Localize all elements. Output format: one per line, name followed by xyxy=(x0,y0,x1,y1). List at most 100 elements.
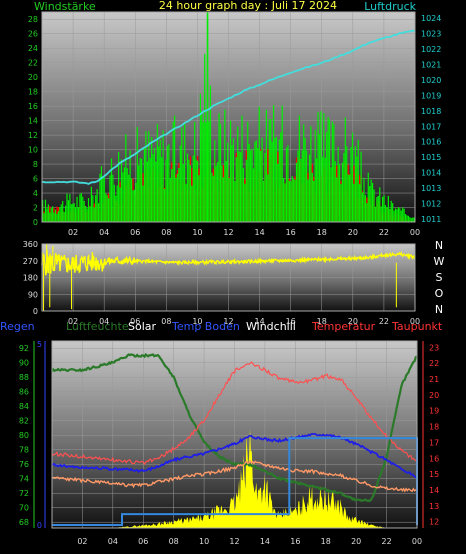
legend-windchill: Windchill xyxy=(246,320,296,333)
wind-bar xyxy=(54,209,57,222)
wind-bar xyxy=(184,122,186,222)
wind-bar xyxy=(310,126,312,222)
temperature-tick-label: 17 xyxy=(429,438,439,447)
wind-bar xyxy=(162,130,164,222)
wind-bar xyxy=(133,189,136,222)
legend-regen: Regen xyxy=(0,320,35,333)
wind-bar xyxy=(175,177,177,222)
wind-bar xyxy=(169,177,171,222)
wind-bar xyxy=(118,151,120,222)
time-tick-label: 00 xyxy=(410,317,420,326)
wind-bar xyxy=(155,161,157,222)
temperature-tick-label: 13 xyxy=(429,502,439,511)
wind-bar xyxy=(72,203,74,222)
wind-bar xyxy=(77,207,80,222)
wind-bar xyxy=(82,196,84,222)
temperature-tick-label: 16 xyxy=(429,454,439,463)
wind-bar xyxy=(327,116,329,222)
wind-bar xyxy=(389,208,391,222)
humidity-tick-label: 78 xyxy=(19,446,29,455)
wind-bar xyxy=(80,192,82,222)
wind-bar xyxy=(67,200,70,222)
wind-bar xyxy=(231,145,233,222)
wind-bar xyxy=(239,152,242,222)
wind-tick-label: 20 xyxy=(28,73,38,82)
wind-bar xyxy=(106,195,108,222)
time-tick-label: 08 xyxy=(169,537,179,546)
wind-bar xyxy=(194,121,196,222)
wind-bar xyxy=(247,121,249,222)
wind-bar xyxy=(323,113,325,222)
wind-bar xyxy=(295,162,298,222)
wind-bar xyxy=(73,203,75,222)
wind-bar xyxy=(116,185,118,222)
time-tick-label: 10 xyxy=(192,317,202,326)
wind-bar xyxy=(74,207,77,222)
wind-bar xyxy=(242,167,245,222)
wind-bar xyxy=(413,217,415,222)
wind-bar xyxy=(285,147,288,222)
humidity-tick-label: 88 xyxy=(19,373,29,382)
wind-bar xyxy=(262,180,265,222)
wind-bar xyxy=(357,139,359,222)
time-tick-label: 06 xyxy=(138,537,148,546)
wind-bar xyxy=(396,209,398,222)
wind-bar xyxy=(350,146,352,222)
compass-label: N xyxy=(435,303,443,316)
pressure-tick-label: 1019 xyxy=(421,91,441,100)
wind-bar xyxy=(218,113,220,222)
wind-bar xyxy=(56,213,58,222)
wind-bar xyxy=(311,172,313,222)
wind-bar xyxy=(367,172,369,222)
wind-bars xyxy=(42,12,415,223)
wind-bar xyxy=(288,180,290,222)
wind-bar xyxy=(232,138,235,222)
time-tick-label: 02 xyxy=(68,317,78,326)
direction-time-labels: 02 04 06 08 10 12 14 16 18 20 22 00 xyxy=(68,317,420,326)
wind-bar xyxy=(334,161,336,222)
wind-bar xyxy=(281,105,283,222)
pressure-tick-label: 1022 xyxy=(421,45,441,54)
wind-bar xyxy=(90,186,92,222)
wind-bar xyxy=(129,150,131,222)
wind-bar xyxy=(130,178,133,222)
wind-bar xyxy=(283,178,285,222)
wind-bar xyxy=(119,187,121,222)
temperature-tick-label: 19 xyxy=(429,407,439,416)
wind-bar xyxy=(214,140,216,222)
pressure-tick-label: 1020 xyxy=(421,76,441,85)
time-tick-label: 18 xyxy=(317,317,327,326)
time-tick-label: 06 xyxy=(130,228,140,237)
wind-bar xyxy=(179,145,181,222)
time-tick-label: 12 xyxy=(229,537,239,546)
wind-bar xyxy=(221,165,223,222)
time-tick-label: 14 xyxy=(254,228,264,237)
time-tick-label: 02 xyxy=(77,537,87,546)
humidity-tick-label: 84 xyxy=(19,402,29,411)
time-tick-label: 22 xyxy=(379,317,389,326)
wind-bar xyxy=(293,178,295,222)
wind-bar xyxy=(284,183,286,222)
wind-bar xyxy=(225,160,227,222)
direction-tick-label: 180 xyxy=(23,274,38,283)
time-tick-label: 16 xyxy=(286,228,296,237)
wind-bar xyxy=(403,208,405,222)
humidity-tick-label: 72 xyxy=(19,489,29,498)
wind-bar xyxy=(338,164,341,222)
wind-bar xyxy=(59,207,61,222)
wind-bar xyxy=(356,156,358,222)
pressure-tick-label: 1015 xyxy=(421,153,441,162)
pressure-tick-label: 1021 xyxy=(421,61,441,70)
wind-bar xyxy=(340,183,342,222)
wind-bar xyxy=(392,203,394,222)
wind-bar xyxy=(272,105,275,222)
wind-bar xyxy=(228,177,230,222)
climate-plot-frame xyxy=(51,340,418,529)
time-tick-label: 10 xyxy=(192,228,202,237)
wind-bar xyxy=(125,134,127,222)
wind-bar xyxy=(199,93,202,222)
wind-bar xyxy=(112,174,114,222)
wind-bar xyxy=(248,144,250,222)
rain-tick-label: 5 xyxy=(37,340,42,349)
